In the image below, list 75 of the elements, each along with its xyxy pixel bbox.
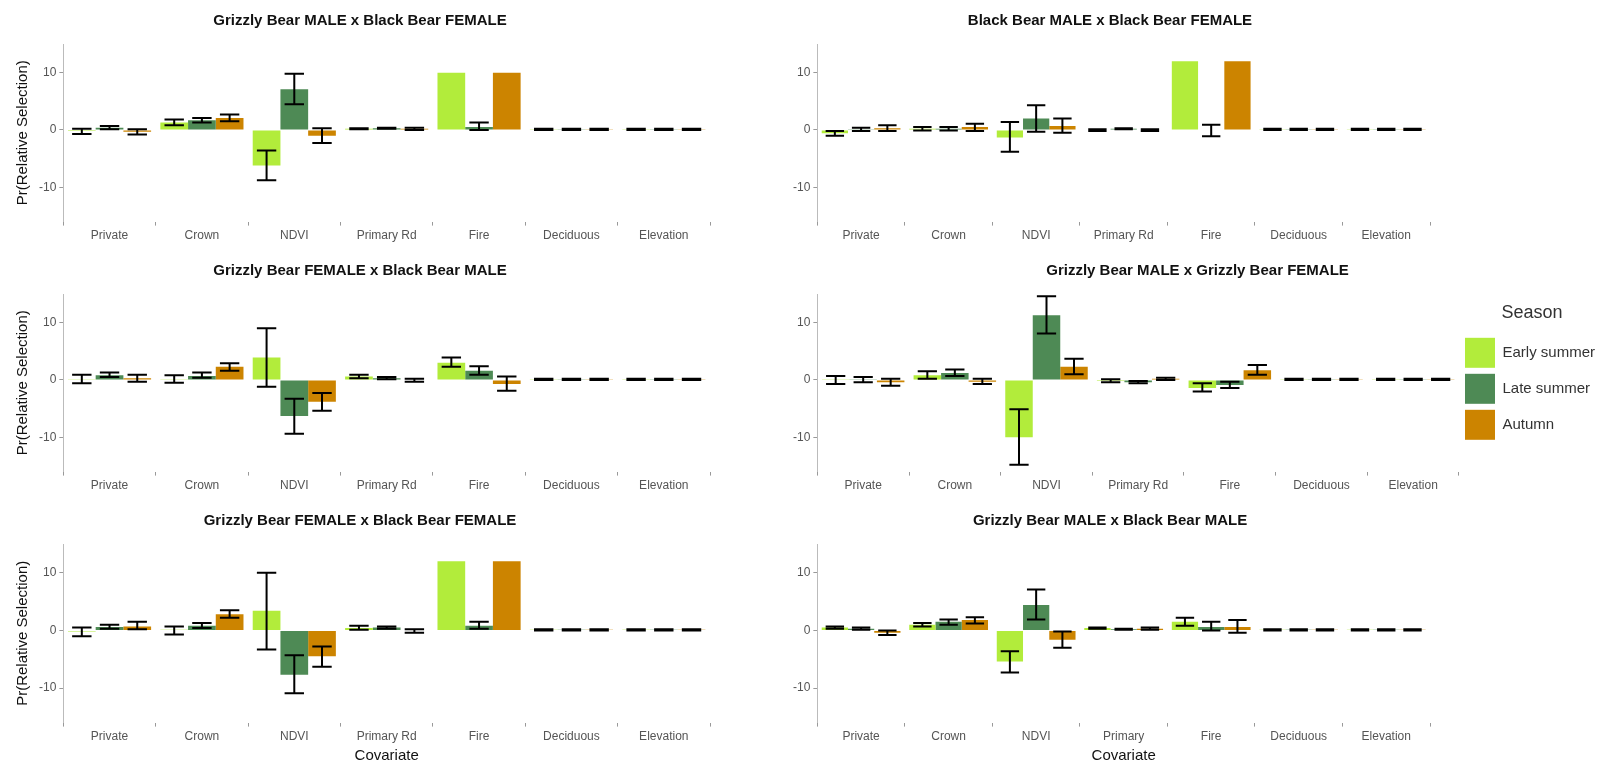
x-tick-label: Primary Rd: [356, 729, 417, 744]
x-tick-label: Fire: [1200, 228, 1222, 243]
x-tick-label: Private: [842, 228, 881, 243]
y-tick-label: 10: [796, 314, 811, 329]
x-tick-label: Private: [90, 729, 129, 744]
x-tick-label: Fire: [1200, 729, 1222, 744]
y-tick-label: 10: [42, 565, 57, 580]
y-tick-label: 10: [42, 64, 57, 79]
chart-title: Grizzly Bear FEMALE x Black Bear MALE: [213, 261, 507, 279]
x-tick-label: NDVI: [1021, 228, 1051, 243]
x-tick-label: NDVI: [279, 478, 309, 493]
y-axis-title: Pr(Relative Selection): [13, 310, 31, 456]
x-tick-label: Private: [90, 478, 129, 493]
y-tick-label: -10: [793, 429, 811, 444]
x-tick-label: Crown: [184, 228, 220, 243]
chart-title: Grizzly Bear MALE x Grizzly Bear FEMALE: [1046, 261, 1349, 279]
x-tick-label: Elevation: [1388, 478, 1438, 493]
x-axis-title: Covariate: [354, 746, 419, 764]
y-tick-label: 10: [796, 565, 811, 580]
chart-title: Black Bear MALE x Black Bear FEMALE: [967, 11, 1253, 29]
legend-title: Season: [1501, 302, 1563, 323]
x-tick-label: Primary Rd: [356, 228, 417, 243]
y-tick-label: 0: [49, 622, 57, 637]
y-tick-label: -10: [39, 179, 57, 194]
legend-label: Late summer: [1502, 378, 1591, 396]
y-tick-label: -10: [39, 429, 57, 444]
x-tick-label: NDVI: [1021, 729, 1051, 744]
chart-title: Grizzly Bear FEMALE x Black Bear FEMALE: [203, 511, 517, 529]
legend-label: Autumn: [1502, 414, 1555, 432]
x-tick-label: Fire: [468, 228, 490, 243]
y-axis-title: Pr(Relative Selection): [13, 560, 31, 706]
y-tick-label: 0: [49, 122, 57, 137]
x-tick-label: Deciduous: [1270, 729, 1328, 744]
x-tick-label: Crown: [937, 478, 973, 493]
x-tick-label: Private: [90, 228, 129, 243]
x-tick-label: Crown: [931, 228, 966, 243]
y-tick-label: 0: [803, 122, 811, 137]
chart-title: Grizzly Bear MALE x Black Bear FEMALE: [213, 11, 507, 29]
x-tick-label: NDVI: [279, 228, 309, 243]
y-tick-label: 0: [803, 372, 811, 387]
x-tick-label: NDVI: [279, 729, 309, 744]
x-tick-label: Fire: [468, 729, 490, 744]
y-tick-label: 10: [796, 64, 811, 79]
y-tick-label: -10: [793, 179, 811, 194]
y-tick-label: 10: [42, 314, 57, 329]
x-tick-label: Deciduous: [543, 228, 600, 243]
x-tick-label: Elevation: [1361, 228, 1411, 243]
x-tick-label: Elevation: [639, 478, 689, 493]
x-tick-label: Deciduous: [543, 729, 600, 744]
y-tick-label: -10: [39, 680, 57, 695]
x-tick-label: Fire: [468, 478, 490, 493]
x-tick-label: Elevation: [1361, 729, 1411, 744]
legend-label: Early summer: [1502, 342, 1595, 360]
x-tick-label: Elevation: [639, 228, 689, 243]
x-tick-label: Crown: [931, 729, 966, 744]
x-tick-label: Crown: [184, 478, 220, 493]
x-tick-label: Private: [844, 478, 883, 493]
x-tick-label: Private: [842, 729, 881, 744]
x-tick-label: Elevation: [639, 729, 689, 744]
x-tick-label: Primary: [1103, 729, 1145, 744]
y-tick-label: -10: [793, 680, 811, 695]
x-tick-label: Primary Rd: [1093, 228, 1154, 243]
y-tick-label: 0: [803, 622, 811, 637]
x-tick-label: Deciduous: [1270, 228, 1328, 243]
chart-title: Grizzly Bear MALE x Black Bear MALE: [972, 511, 1248, 529]
x-tick-label: Deciduous: [543, 478, 600, 493]
x-tick-label: Primary Rd: [356, 478, 417, 493]
x-tick-label: Deciduous: [1293, 478, 1350, 493]
x-tick-label: NDVI: [1032, 478, 1061, 493]
y-axis-title: Pr(Relative Selection): [13, 60, 31, 206]
x-tick-label: Primary Rd: [1108, 478, 1169, 493]
x-tick-label: Fire: [1219, 478, 1241, 493]
y-tick-label: 0: [49, 372, 57, 387]
x-tick-label: Crown: [184, 729, 220, 744]
x-axis-title: Covariate: [1091, 746, 1156, 764]
